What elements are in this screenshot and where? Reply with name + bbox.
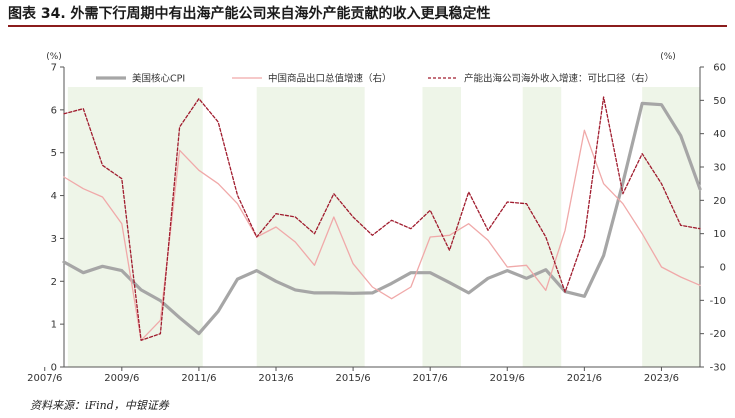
left-tick-label: 5 (51, 148, 57, 159)
right-tick-label: 40 (713, 129, 726, 140)
x-tick-label: 2009/6 (104, 373, 139, 384)
series-line-2 (63, 96, 701, 341)
left-tick-label: 7 (51, 63, 57, 74)
x-tick-label: 2007/6 (27, 373, 62, 384)
left-tick-label: 1 (51, 320, 57, 331)
right-tick-label: 50 (713, 96, 726, 107)
shaded-period-2 (422, 87, 462, 367)
right-tick-label: 10 (713, 229, 726, 240)
right-tick-label: 30 (713, 163, 726, 174)
left-tick-label: 4 (51, 191, 57, 202)
series-line-0 (62, 101, 702, 336)
left-tick-label: 3 (51, 234, 57, 245)
x-tick-label: 2021/6 (567, 373, 602, 384)
legend-label-1: 中国商品出口总值增速（右） (268, 73, 392, 85)
legend-label-2: 产能出海公司海外收入增速：可比口径（右） (464, 73, 654, 85)
axes: 0 1 2 3 4 5 6 7 -30 -20 -10 0 10 20 30 40 50 60 (%) (%) 2007… (27, 52, 726, 384)
legend-label-0: 美国核心CPI (132, 73, 185, 85)
right-tick-label: 60 (713, 63, 726, 74)
shaded-period-1 (256, 87, 365, 367)
series-lines (62, 96, 702, 341)
right-tick-label: 20 (713, 196, 726, 207)
left-tick-label: 0 (51, 363, 57, 374)
left-tick-label: 6 (51, 105, 57, 116)
x-tick-label: 2015/6 (335, 373, 370, 384)
x-tick-label: 2019/6 (490, 373, 525, 384)
right-tick-label: -10 (710, 296, 726, 307)
x-tick-label: 2013/6 (258, 373, 293, 384)
right-tick-label: -20 (710, 329, 726, 340)
right-tick-label: -30 (710, 363, 726, 374)
left-axis-unit: (%) (46, 52, 62, 62)
legend: 美国核心CPI 中国商品出口总值增速（右） 产能出海公司海外收入增速：可比口径（右） (96, 73, 654, 85)
x-tick-label: 2023/6 (644, 373, 679, 384)
source-note: 资料来源：iFind，中银证券 (30, 399, 169, 412)
shaded-period-3 (522, 87, 562, 367)
right-tick-label: 0 (720, 263, 726, 274)
right-axis-unit: (%) (660, 52, 676, 62)
title-rule (8, 25, 727, 27)
x-tick-label: 2017/6 (413, 373, 448, 384)
left-tick-label: 2 (51, 277, 57, 288)
shaded-period-0 (67, 87, 203, 367)
x-tick-label: 2011/6 (181, 373, 216, 384)
chart-title: 图表 34. 外需下行周期中有出海产能公司来自海外产能贡献的收入更具稳定性 (8, 6, 491, 22)
